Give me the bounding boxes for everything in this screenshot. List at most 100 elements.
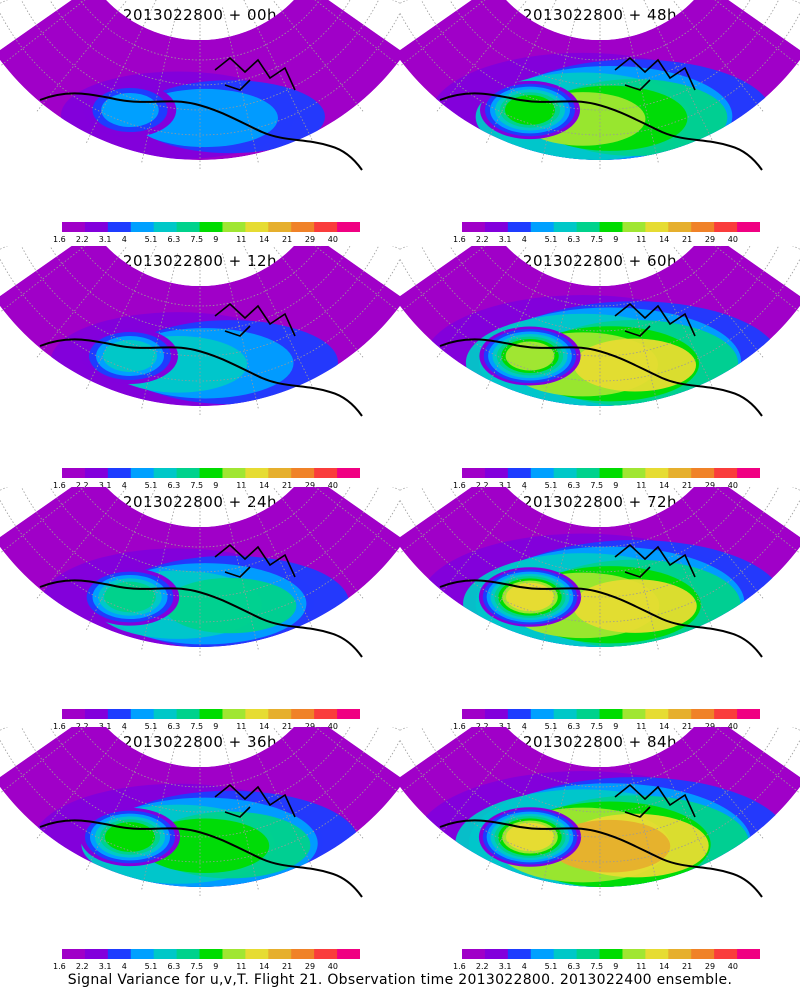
- arctic-islands: [214, 543, 296, 578]
- colorbar-swatch: [462, 222, 486, 232]
- colorbar-swatch: [622, 222, 646, 232]
- colorbar-tick-label: 6.3: [167, 722, 181, 731]
- colorbar-swatch: [199, 468, 223, 478]
- colorbar-tick-label: 5.1: [144, 962, 158, 971]
- colorbar-tick-label: 7.5: [590, 962, 604, 971]
- colorbar-swatch: [153, 222, 178, 232]
- colorbar-tick-label: 3.1: [98, 481, 112, 490]
- colorbar-swatch: [668, 709, 692, 719]
- colorbar-tick-label: 4: [521, 962, 527, 971]
- colorbar-tick-label: 2.2: [475, 235, 489, 244]
- colorbar-swatch: [245, 709, 269, 719]
- colorbar-tick-label: 11: [236, 481, 247, 490]
- colorbar-swatch: [576, 222, 601, 232]
- colorbar-tick-label: 1.6: [453, 235, 466, 244]
- colorbar-swatch: [314, 949, 338, 959]
- colorbar-tick-label: 21: [682, 722, 693, 731]
- figure-caption: Signal Variance for u,v,T. Flight 21. Ob…: [67, 972, 733, 988]
- colorbar-tick-label: 11: [636, 481, 647, 490]
- colorbar-labels: 1.6 2.2 3.1 4 5.1 6.3 7.5 9 11 14 21 29 40: [53, 481, 373, 491]
- colorbar-tick-label: 40: [727, 235, 738, 244]
- colorbar-tick-label: 29: [304, 481, 316, 490]
- colorbar-tick-label: 40: [727, 722, 738, 731]
- colorbar-swatch: [130, 709, 155, 719]
- colorbar-swatch: [737, 222, 760, 232]
- colorbar-tick-label: 5.1: [144, 722, 158, 731]
- colorbar-tick-label: 7.5: [190, 235, 204, 244]
- colorbar-labels: 1.6 2.2 3.1 4 5.1 6.3 7.5 9 11 14 21 29 40: [453, 481, 773, 491]
- colorbar-tick-label: 11: [236, 962, 247, 971]
- colorbar-tick-label: 5.1: [544, 722, 558, 731]
- colorbar-swatch: [268, 468, 292, 478]
- colorbar-swatch: [199, 709, 223, 719]
- colorbar-tick-label: 29: [304, 962, 316, 971]
- colorbar-tick-label: 21: [282, 235, 293, 244]
- colorbar-tick-label: 21: [682, 235, 693, 244]
- colorbar-swatch: [714, 222, 738, 232]
- colorbar-swatch: [314, 468, 338, 478]
- colorbar-tick-label: 4: [521, 722, 527, 731]
- colorbar-tick-label: 21: [682, 962, 693, 971]
- colorbar-tick-label: 1.6: [53, 235, 66, 244]
- colorbar-swatch: [245, 949, 269, 959]
- colorbar-swatch: [130, 949, 155, 959]
- colorbar-swatch: [530, 709, 555, 719]
- colorbar-tick-label: 14: [259, 235, 270, 244]
- variance-map: [400, 0, 800, 171]
- colorbar-swatch: [484, 222, 509, 232]
- colorbar-tick-label: 6.3: [167, 235, 181, 244]
- colorbar-swatch: [314, 709, 338, 719]
- colorbar-tick-label: 6.3: [567, 722, 581, 731]
- colorbar-tick-label: 1.6: [453, 722, 466, 731]
- map-panel-84h: 2013022800 + 84h 1.6 2.2 3.1 4 5.1 6.3 7.5 9 11 14…: [400, 727, 800, 973]
- colorbar-tick-label: 40: [327, 962, 338, 971]
- colorbar-tick-label: 3.1: [498, 481, 512, 490]
- colorbar-swatch: [553, 709, 578, 719]
- coastline: [39, 819, 363, 898]
- colorbar-swatch: [668, 222, 692, 232]
- colorbar: [462, 709, 760, 719]
- colorbar-tick-label: 3.1: [98, 962, 112, 971]
- colorbar-swatch: [62, 468, 86, 478]
- colorbar-tick-label: 2.2: [475, 962, 489, 971]
- colorbar-swatch: [484, 468, 509, 478]
- colorbar-swatch: [62, 709, 86, 719]
- colorbar-swatch: [691, 222, 715, 232]
- colorbar-tick-label: 21: [682, 481, 693, 490]
- map-panel-24h: 2013022800 + 24h1.62.23.145.16.37.591114…: [0, 487, 400, 733]
- coastline: [439, 579, 763, 658]
- colorbar-tick-label: 11: [636, 962, 647, 971]
- colorbar-tick-label: 2.2: [75, 481, 89, 490]
- coastline: [39, 579, 363, 658]
- coastline: [439, 819, 763, 898]
- colorbar-swatch: [84, 949, 109, 959]
- coastline: [439, 338, 763, 417]
- colorbar-tick-label: 14: [659, 962, 670, 971]
- colorbar-swatch: [714, 468, 738, 478]
- variance-map: [400, 727, 800, 898]
- variance-contour-5: [163, 577, 297, 634]
- graticule: [0, 0, 400, 170]
- colorbar-swatch: [176, 468, 201, 478]
- colorbar-tick-label: 9: [613, 962, 619, 971]
- arctic-islands: [614, 543, 696, 578]
- colorbar-swatch: [176, 222, 201, 232]
- colorbar-swatch: [337, 949, 360, 959]
- colorbar-tick-label: 9: [213, 722, 219, 731]
- colorbar-swatch: [130, 222, 155, 232]
- colorbar-tick-label: 21: [282, 722, 293, 731]
- arctic-islands: [214, 56, 296, 91]
- colorbar-swatch: [645, 709, 669, 719]
- arctic-islands: [214, 302, 296, 337]
- colorbar: [462, 222, 760, 232]
- colorbar-swatch: [176, 709, 201, 719]
- colorbar-swatch: [245, 468, 269, 478]
- colorbar-tick-label: 21: [282, 962, 293, 971]
- colorbar-tick-label: 6.3: [167, 962, 181, 971]
- colorbar-swatch: [553, 468, 578, 478]
- colorbar-tick-label: 40: [327, 481, 338, 490]
- graticule: [0, 246, 400, 416]
- colorbar-tick-label: 7.5: [190, 962, 204, 971]
- colorbar-swatch: [462, 468, 486, 478]
- colorbar: [462, 949, 760, 959]
